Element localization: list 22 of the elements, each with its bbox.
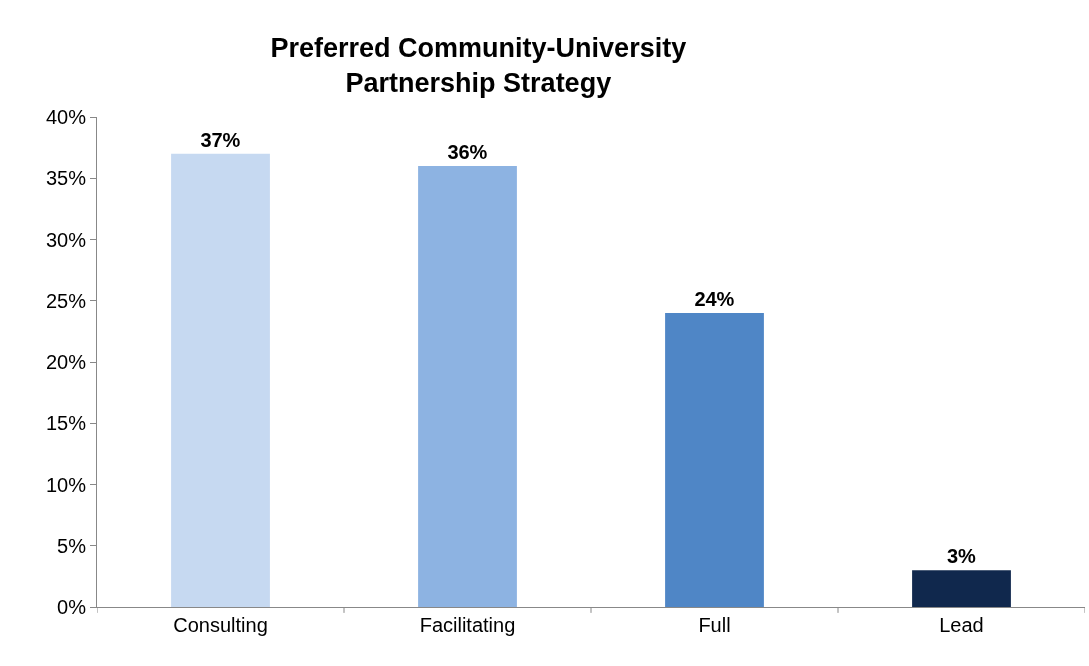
y-tick-label: 15% [45, 412, 87, 435]
y-tick-label: 35% [45, 167, 87, 190]
y-tick-label: 0% [57, 596, 87, 618]
bar [171, 153, 270, 607]
y-tick-label: 20% [45, 351, 87, 373]
y-tick-label: 5% [57, 534, 87, 557]
data-label: 36% [447, 141, 488, 163]
bar [418, 166, 517, 607]
y-tick-label: 25% [45, 289, 87, 312]
x-tick-label: Lead [939, 614, 984, 636]
y-tick-label: 40% [45, 106, 87, 128]
x-tick-label: Full [698, 614, 731, 636]
data-label: 24% [694, 288, 735, 310]
bar [665, 313, 764, 607]
y-tick-label: 30% [45, 228, 87, 251]
x-tick-label: Consulting [173, 614, 268, 636]
y-tick-label: 10% [45, 473, 87, 496]
x-tick-label: Facilitating [419, 614, 516, 636]
chart-title: Preferred Community-University Partnership Strategy [270, 32, 687, 98]
bar [912, 570, 1011, 607]
data-label: 37% [200, 128, 241, 151]
data-label: 3% [946, 545, 977, 568]
